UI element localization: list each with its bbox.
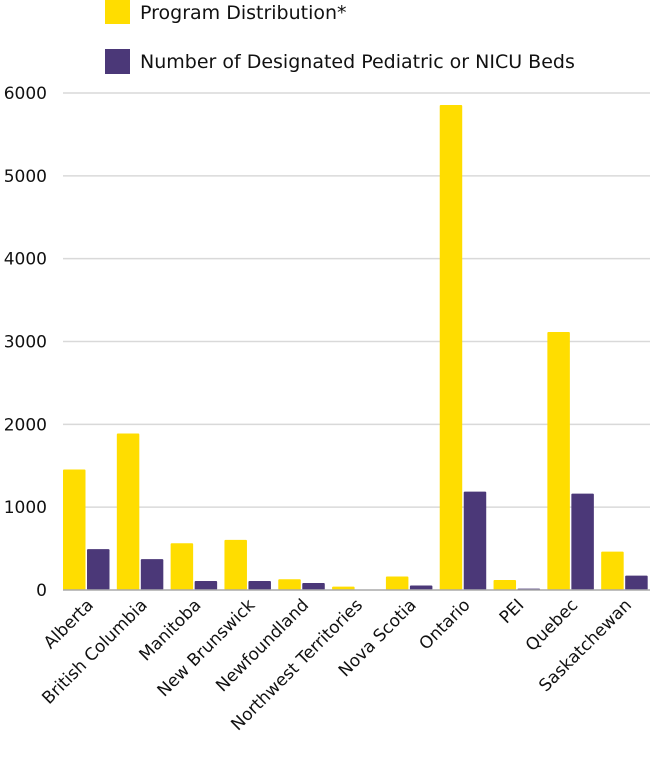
legend-label-program-distribution: Program Distribution* <box>140 2 347 24</box>
bar-ontario-program-distribution <box>439 105 463 590</box>
y-tick-label: 4000 <box>4 250 47 270</box>
bar-alberta-pediatric-nicu-beds <box>87 549 110 590</box>
bar-new-brunswick-pediatric-nicu-beds <box>248 581 271 590</box>
bars <box>63 105 648 590</box>
x-label-pei: PEI <box>496 595 529 628</box>
bar-manitoba-program-distribution <box>170 543 194 590</box>
bar-nova-scotia-pediatric-nicu-beds <box>409 585 433 590</box>
y-tick-label: 6000 <box>4 84 47 104</box>
bar-pei-program-distribution <box>493 579 517 590</box>
x-label-ontario: Ontario <box>416 595 475 654</box>
bar-saskatchewan-pediatric-nicu-beds <box>625 575 648 590</box>
bar-british-columbia-program-distribution <box>116 433 140 590</box>
x-label-british-columbia: British Columbia <box>38 595 151 708</box>
bar-nova-scotia-program-distribution <box>385 576 409 590</box>
bar-saskatchewan-program-distribution <box>601 551 624 590</box>
y-tick-label: 0 <box>36 581 47 601</box>
legend: Program Distribution* Number of Designat… <box>105 0 575 74</box>
x-label-new-brunswick: New Brunswick <box>154 595 260 701</box>
legend-swatch-program-distribution <box>105 0 130 24</box>
y-tick-label: 1000 <box>4 498 47 518</box>
bar-northwest-territories-program-distribution <box>332 586 355 590</box>
bar-new-brunswick-program-distribution <box>224 539 247 590</box>
bar-quebec-pediatric-nicu-beds <box>571 493 594 590</box>
bar-alberta-program-distribution <box>63 469 86 590</box>
legend-swatch-pediatric-nicu-beds <box>105 49 130 74</box>
y-tick-label: 2000 <box>4 415 47 435</box>
x-label-newfoundland: Newfoundland <box>212 595 313 696</box>
legend-label-pediatric-nicu-beds: Number of Designated Pediatric or NICU B… <box>140 51 575 73</box>
x-label-saskatchewan: Saskatchewan <box>535 595 636 696</box>
bar-british-columbia-pediatric-nicu-beds <box>140 559 164 590</box>
bar-ontario-pediatric-nicu-beds <box>463 491 487 590</box>
y-axis-ticks: 0 1000 2000 3000 4000 5000 6000 <box>4 84 47 601</box>
bar-manitoba-pediatric-nicu-beds <box>194 581 218 590</box>
y-tick-label: 5000 <box>4 167 47 187</box>
bar-newfoundland-pediatric-nicu-beds <box>302 583 325 590</box>
bar-newfoundland-program-distribution <box>278 579 301 590</box>
y-tick-label: 3000 <box>4 333 47 353</box>
bar-quebec-program-distribution <box>547 331 570 590</box>
